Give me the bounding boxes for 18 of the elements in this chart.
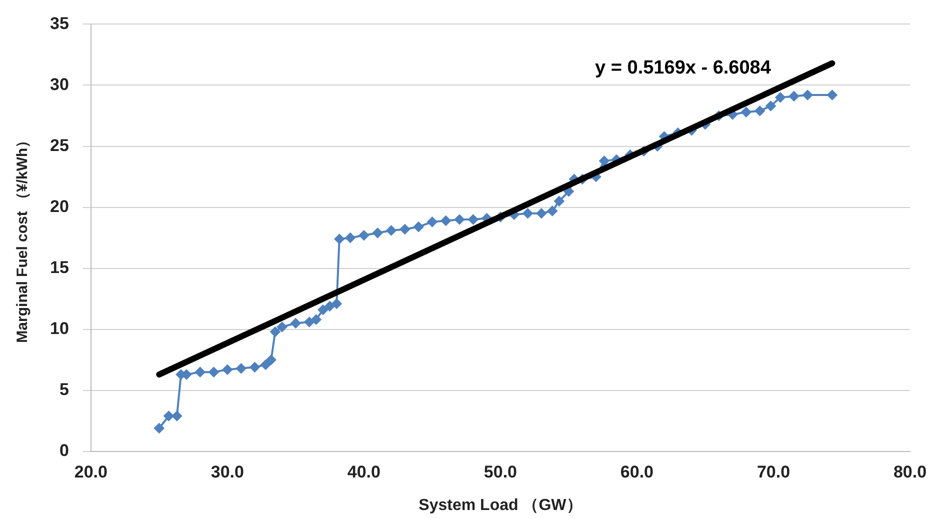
x-tick-label: 40.0 (347, 462, 380, 482)
y-tick-label: 35 (50, 14, 69, 33)
y-tick-label: 0 (59, 441, 69, 460)
y-tick-label: 10 (50, 319, 69, 338)
y-axis-title: Marginal Fuel cost （¥/kWh） (14, 132, 32, 343)
x-tick-label: 60.0 (620, 462, 654, 482)
annotation: y = 0.5169x - 6.6084 (595, 57, 772, 78)
y-tick-label: 15 (50, 258, 69, 277)
x-tick-label: 50.0 (484, 462, 517, 482)
x-axis-title: System Load （GW） (418, 496, 582, 514)
y-tick-label: 5 (59, 380, 69, 400)
x-tick-label: 20.0 (74, 462, 108, 482)
y-tick-label: 30 (50, 74, 69, 94)
x-tick-label: 80.0 (893, 462, 927, 482)
y-tick-label: 20 (50, 196, 69, 216)
y-tick-label: 25 (50, 136, 69, 155)
x-tick-label: 30.0 (210, 462, 244, 482)
x-tick-label: 70.0 (756, 462, 790, 482)
